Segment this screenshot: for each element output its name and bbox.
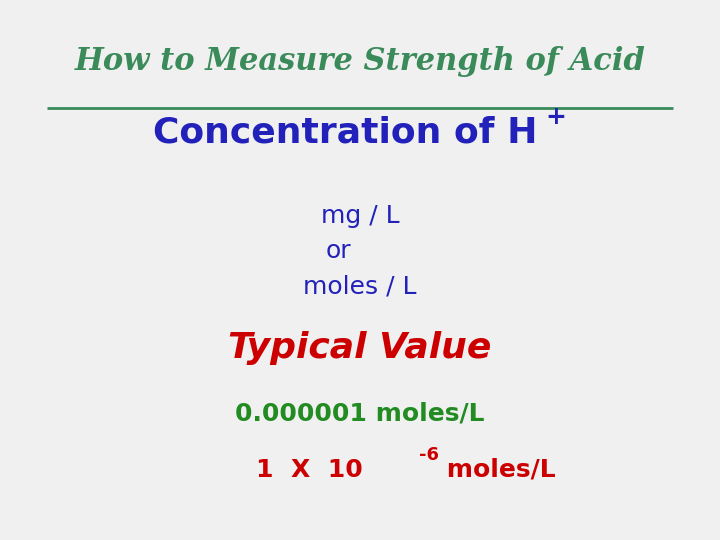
Text: 1  X  10: 1 X 10 bbox=[256, 458, 362, 482]
Text: mg / L: mg / L bbox=[320, 204, 400, 228]
Text: moles/L: moles/L bbox=[438, 458, 555, 482]
Text: moles / L: moles / L bbox=[303, 274, 417, 298]
Text: Concentration of H: Concentration of H bbox=[153, 116, 538, 149]
Text: -6: -6 bbox=[419, 446, 439, 464]
Text: 0.000001 moles/L: 0.000001 moles/L bbox=[235, 401, 485, 425]
Text: or: or bbox=[325, 239, 351, 263]
Text: +: + bbox=[545, 105, 566, 129]
Text: How to Measure Strength of Acid: How to Measure Strength of Acid bbox=[75, 46, 645, 77]
Text: Typical Value: Typical Value bbox=[228, 332, 492, 365]
